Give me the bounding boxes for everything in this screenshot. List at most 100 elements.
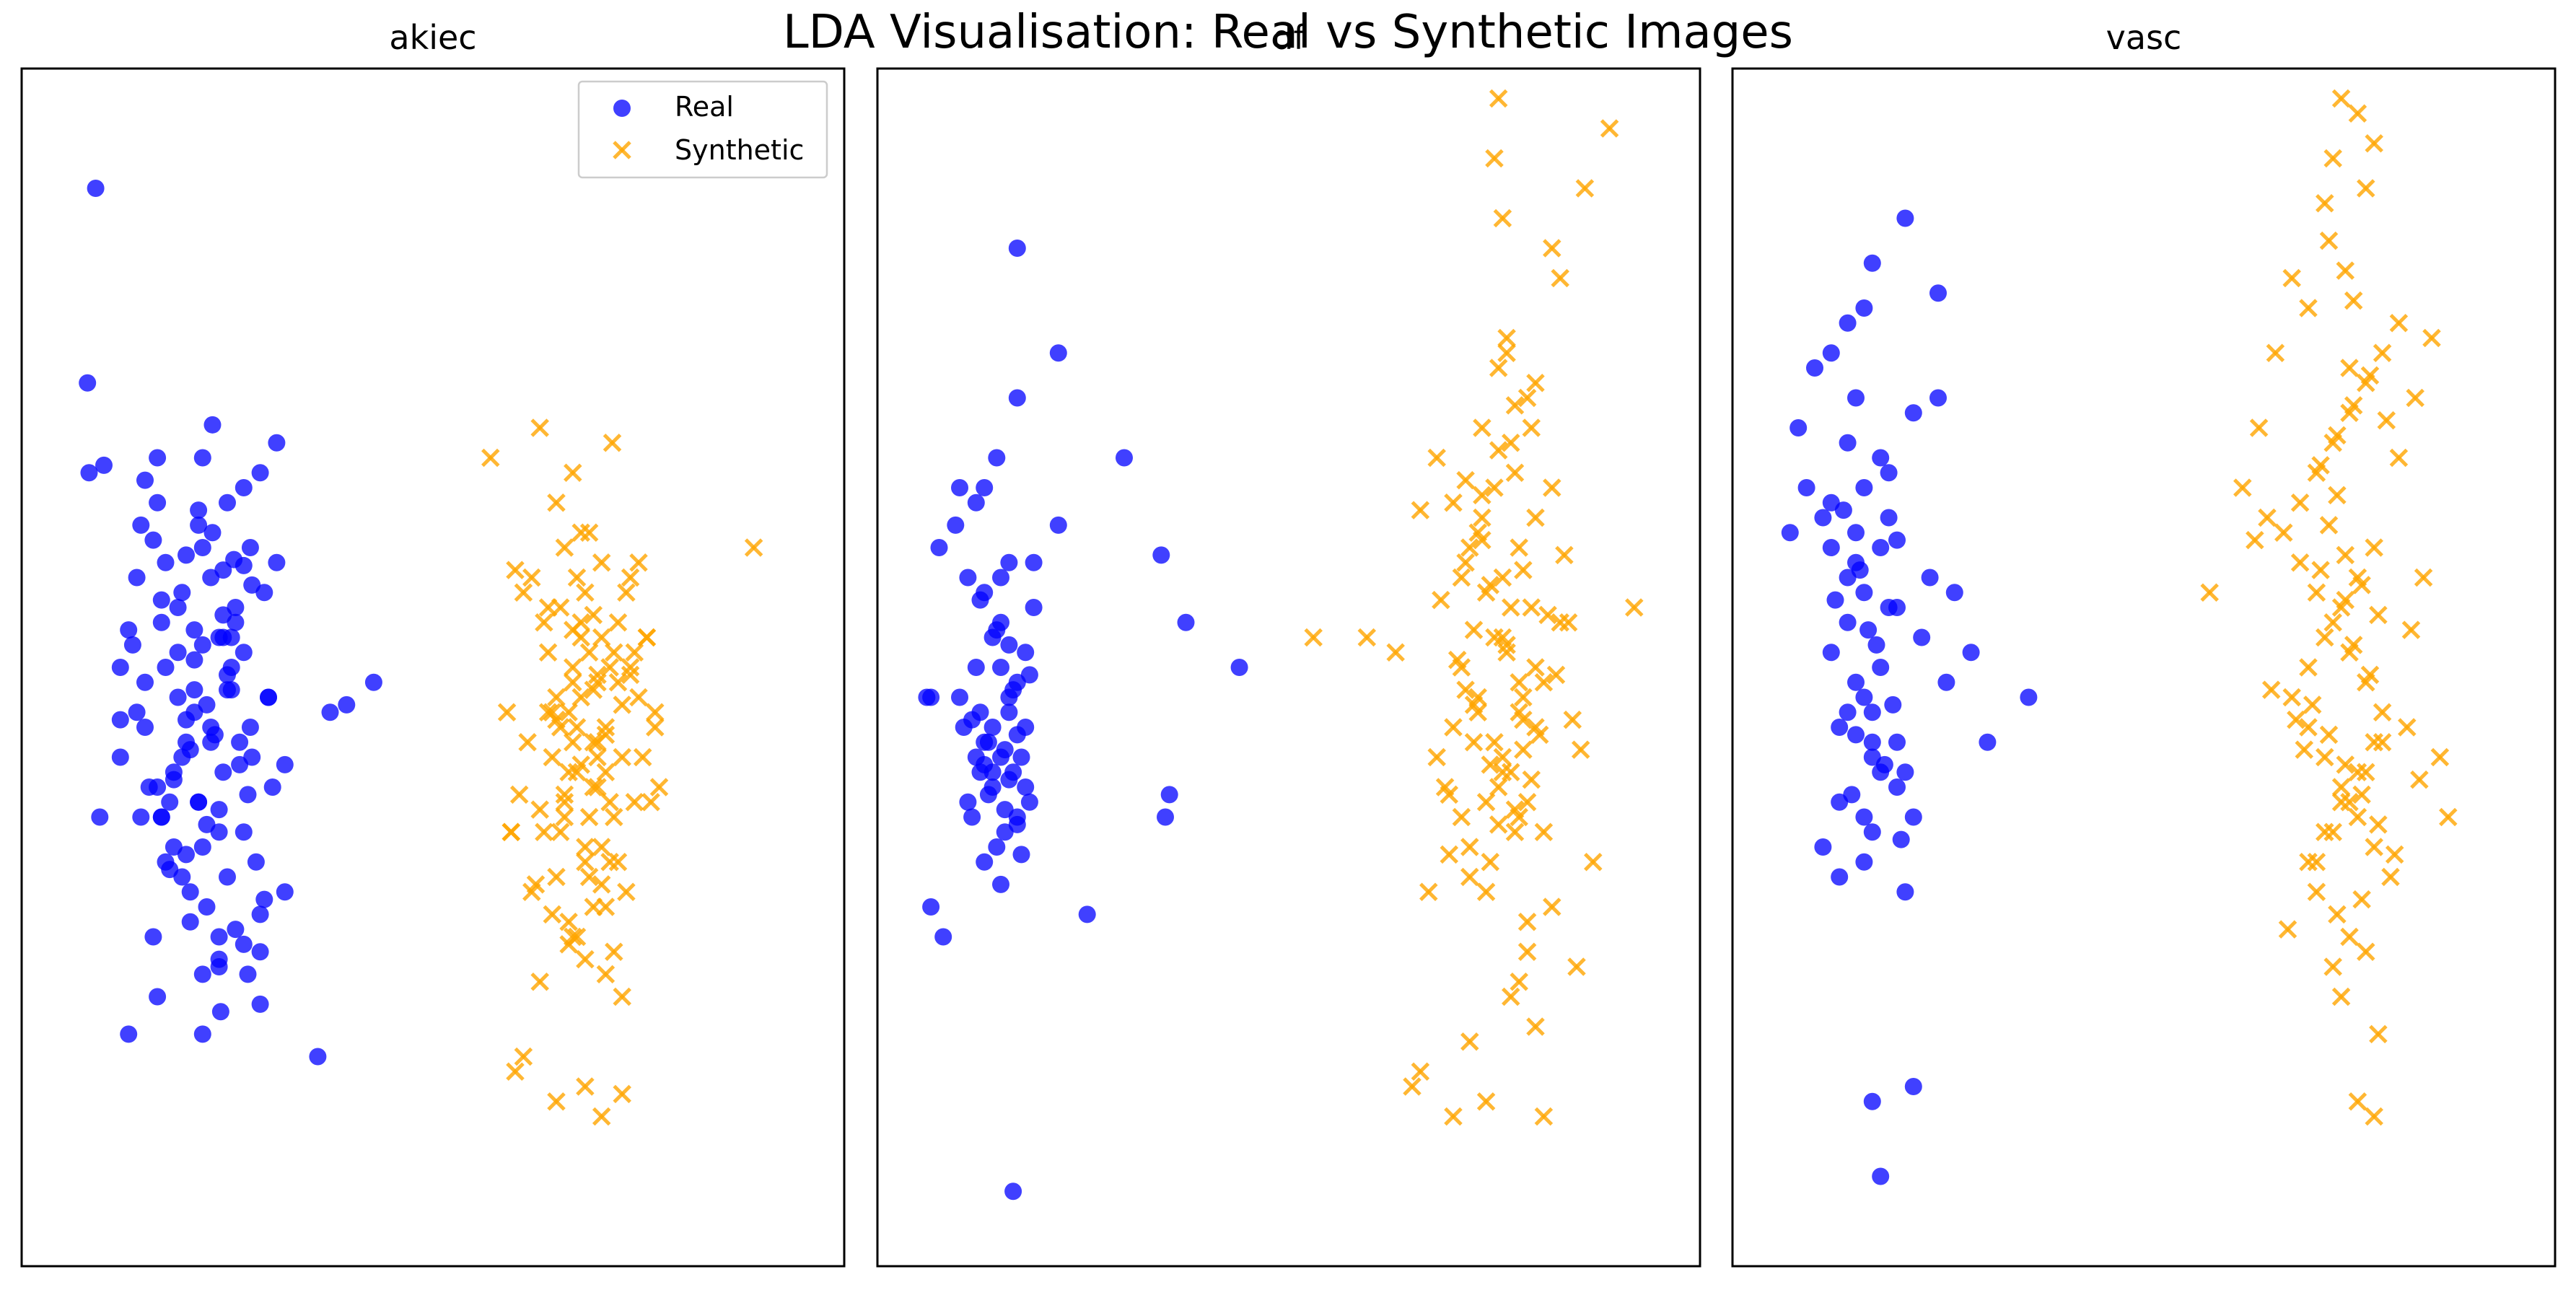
- point-synthetic: [2398, 718, 2417, 737]
- point-synthetic: [1427, 448, 1446, 468]
- point-synthetic: [1473, 530, 1491, 550]
- point-real: [1929, 389, 1947, 407]
- point-synthetic: [2422, 328, 2441, 348]
- point-real: [80, 464, 98, 482]
- point-synthetic: [1517, 912, 1537, 931]
- point-real: [1937, 673, 1955, 691]
- point-real: [79, 374, 97, 392]
- point-synthetic: [2290, 553, 2310, 572]
- point-real: [1000, 771, 1018, 789]
- point-synthetic: [1473, 486, 1491, 505]
- point-synthetic: [576, 838, 595, 856]
- point-real: [1008, 240, 1026, 257]
- point-real: [1781, 524, 1799, 542]
- point-real: [263, 778, 281, 796]
- point-synthetic: [1551, 268, 1569, 288]
- point-synthetic: [576, 1077, 595, 1096]
- point-synthetic: [625, 792, 644, 812]
- point-real: [1962, 644, 1980, 662]
- point-synthetic: [1551, 613, 1569, 632]
- point-synthetic: [2319, 516, 2339, 535]
- point-synthetic: [1517, 388, 1537, 408]
- point-synthetic: [1497, 343, 1516, 363]
- point-synthetic: [2365, 1107, 2383, 1126]
- point-synthetic: [1514, 710, 1533, 729]
- point-real: [976, 479, 994, 496]
- point-real: [1025, 599, 1043, 616]
- point-synthetic: [592, 1107, 611, 1126]
- point-synthetic: [2389, 448, 2409, 468]
- point-real: [1855, 299, 1873, 317]
- point-synthetic: [530, 800, 549, 819]
- point-real: [149, 988, 167, 1006]
- point-synthetic: [535, 613, 553, 632]
- point-real: [173, 868, 191, 886]
- point-real: [1863, 1092, 1881, 1110]
- subplot-title-vasc: vasc: [2106, 18, 2182, 57]
- point-synthetic: [2316, 747, 2334, 767]
- point-real: [198, 696, 216, 714]
- point-real: [1822, 644, 1840, 662]
- point-real: [136, 471, 154, 489]
- point-synthetic: [1510, 972, 1528, 991]
- point-real: [967, 659, 985, 676]
- point-synthetic: [2344, 396, 2363, 415]
- subplot-points-vasc: [1781, 89, 2458, 1185]
- point-synthetic: [1456, 553, 1475, 572]
- point-real: [239, 786, 257, 804]
- point-synthetic: [1473, 508, 1491, 527]
- point-synthetic: [596, 763, 615, 782]
- point-synthetic: [584, 732, 603, 752]
- figure-title: LDA Visualisation: Real vs Synthetic Ima…: [783, 6, 1793, 59]
- point-synthetic: [1304, 628, 1323, 647]
- point-real: [152, 613, 170, 631]
- point-real: [203, 524, 222, 542]
- point-synthetic: [2401, 620, 2421, 639]
- point-real: [181, 883, 199, 901]
- point-synthetic: [1543, 478, 1561, 497]
- point-synthetic: [2352, 576, 2371, 594]
- point-synthetic: [1493, 209, 1512, 228]
- point-real: [951, 479, 968, 496]
- point-real: [203, 416, 222, 434]
- point-synthetic: [2406, 388, 2424, 408]
- point-synthetic: [1386, 643, 1405, 662]
- point-real: [1855, 808, 1873, 826]
- point-synthetic: [1485, 732, 1504, 752]
- point-synthetic: [608, 852, 628, 872]
- point-synthetic: [1481, 576, 1500, 594]
- legend-synthetic-marker: [613, 141, 631, 159]
- point-synthetic: [1522, 598, 1541, 617]
- point-synthetic: [2299, 718, 2318, 737]
- point-real: [202, 733, 220, 751]
- point-synthetic: [617, 882, 636, 902]
- point-synthetic: [2249, 418, 2269, 437]
- point-synthetic: [1489, 778, 1508, 797]
- point-real: [193, 636, 211, 654]
- point-synthetic: [2200, 583, 2219, 602]
- point-synthetic: [2369, 605, 2388, 625]
- point-real: [169, 599, 187, 616]
- point-real: [1831, 868, 1849, 886]
- point-synthetic: [2323, 149, 2342, 168]
- series-real-akiec: [79, 180, 382, 1066]
- point-synthetic: [564, 672, 582, 692]
- point-synthetic: [1505, 822, 1525, 842]
- point-synthetic: [605, 942, 623, 962]
- point-synthetic: [744, 538, 763, 557]
- point-synthetic: [1514, 561, 1533, 579]
- point-synthetic: [2316, 628, 2334, 647]
- point-synthetic: [608, 672, 628, 692]
- point-synthetic: [1456, 680, 1475, 699]
- point-real: [178, 546, 195, 564]
- point-real: [185, 681, 203, 699]
- point-synthetic: [547, 867, 566, 887]
- point-real: [1904, 1078, 1922, 1095]
- point-synthetic: [2373, 703, 2392, 722]
- point-synthetic: [497, 703, 517, 722]
- point-real: [120, 621, 138, 639]
- point-synthetic: [2369, 815, 2388, 834]
- point-synthetic: [2323, 613, 2342, 632]
- point-synthetic: [522, 568, 541, 587]
